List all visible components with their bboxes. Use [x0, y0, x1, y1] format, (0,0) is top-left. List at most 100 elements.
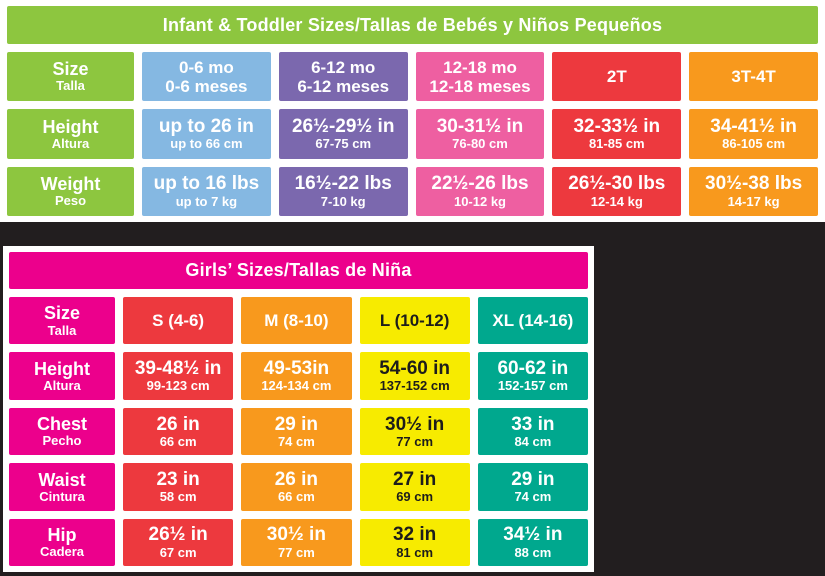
row-label-subtext: Altura	[51, 135, 90, 151]
cell-main: 23 in	[156, 468, 200, 490]
cell-main: 30½ in	[266, 524, 326, 546]
girls-cell-size-xl: XL (14-16)	[477, 297, 588, 345]
cell-sub: up to 66 cm	[170, 136, 243, 152]
girls-cell-size-l: L (10-12)	[359, 297, 470, 345]
infant-cell-size-6-12mo: 6-12 mo 6-12 meses	[278, 52, 408, 102]
cell-sub: 137-152 cm	[379, 378, 450, 394]
cell-sub: 69 cm	[396, 489, 434, 505]
row-label-text: Size	[43, 303, 81, 324]
cell-sub: 66 cm	[159, 433, 197, 449]
cell-sub: 66 cm	[277, 489, 315, 505]
cell-sub: 0-6 meses	[165, 76, 248, 96]
infant-cell-weight-6-12mo: 16½-22 lbs 7-10 kg	[278, 166, 408, 216]
cell-main: 26½-29½ in	[291, 116, 395, 138]
infant-cell-weight-0-6mo: up to 16 lbs up to 7 kg	[142, 166, 271, 216]
cell-main: 32-33½ in	[573, 116, 661, 138]
infant-cell-height-6-12mo: 26½-29½ in 67-75 cm	[278, 109, 408, 159]
cell-sub: 10-12 kg	[453, 193, 507, 209]
cell-main: 26 in	[156, 413, 200, 435]
infant-cell-height-2t: 32-33½ in 81-85 cm	[552, 109, 682, 159]
cell-main: 27 in	[392, 468, 437, 490]
cell-sub: 12-14 kg	[590, 193, 643, 209]
infant-cell-size-2t: 2T	[552, 52, 682, 102]
cell-main: 60-62 in	[497, 358, 569, 380]
cell-main: 30½-38 lbs	[705, 173, 803, 195]
girls-cell-hip-xl: 34½ in 88 cm	[477, 518, 588, 566]
row-label-subtext: Cintura	[39, 488, 85, 504]
cell-sub: 77 cm	[277, 544, 315, 560]
cell-main: M (8-10)	[264, 311, 329, 331]
infant-cell-height-12-18mo: 30-31½ in 76-80 cm	[415, 109, 545, 159]
girls-cell-chest-s: 26 in 66 cm	[123, 407, 234, 456]
infant-cell-height-0-6mo: up to 26 in up to 66 cm	[142, 109, 271, 159]
infant-cell-weight-12-18mo: 22½-26 lbs 10-12 kg	[415, 166, 545, 216]
cell-sub: 12-18 meses	[429, 76, 531, 96]
infant-cell-weight-3t-4t: 30½-38 lbs 14-17 kg	[689, 166, 818, 216]
cell-main: 34-41½ in	[710, 116, 797, 138]
infant-row-label-weight: Weight Peso	[7, 166, 134, 216]
girls-cell-waist-m: 26 in 66 cm	[241, 463, 352, 511]
cell-main: up to 16 lbs	[153, 173, 260, 195]
row-label-text: Height	[34, 358, 90, 379]
cell-main: 22½-26 lbs	[431, 173, 529, 195]
girls-row-label-chest: Chest Pecho	[9, 407, 115, 456]
girls-cell-height-xl: 60-62 in 152-157 cm	[477, 352, 588, 400]
row-label-text: Size	[52, 59, 89, 80]
cell-sub: 74 cm	[277, 433, 315, 449]
infant-row-label-size: Size Talla	[7, 52, 134, 102]
infant-cell-size-3t-4t: 3T-4T	[689, 52, 818, 102]
girls-row-label-height: Height Altura	[9, 352, 115, 400]
cell-main: 0-6 mo	[179, 57, 234, 77]
cell-main: 29 in	[511, 468, 555, 490]
girls-cell-height-m: 49-53in 124-134 cm	[241, 352, 352, 400]
row-label-text: Height	[42, 116, 99, 137]
girls-cell-height-s: 39-48½ in 99-123 cm	[123, 352, 234, 400]
cell-main: 16½-22 lbs	[294, 173, 392, 195]
cell-sub: 14-17 kg	[727, 193, 780, 209]
cell-main: 32 in	[392, 524, 437, 546]
cell-main: 26½ in	[148, 524, 208, 546]
cell-main: 39-48½ in	[134, 358, 222, 380]
cell-sub: 67 cm	[159, 544, 197, 560]
girls-cell-waist-l: 27 in 69 cm	[359, 463, 470, 511]
girls-row-label-hip: Hip Cadera	[9, 518, 115, 566]
girls-cell-waist-xl: 29 in 74 cm	[477, 463, 588, 511]
cell-sub: 74 cm	[514, 489, 552, 505]
infant-cell-size-0-6mo: 0-6 mo 0-6 meses	[142, 52, 271, 102]
row-label-subtext: Cadera	[39, 544, 85, 560]
cell-main: 33 in	[511, 413, 555, 435]
girls-cell-size-m: M (8-10)	[241, 297, 352, 345]
cell-sub: 88 cm	[514, 544, 552, 560]
cell-main: 49-53in	[263, 358, 330, 380]
row-label-subtext: Talla	[56, 78, 85, 94]
cell-main: 2T	[606, 67, 627, 87]
row-label-text: Waist	[38, 469, 86, 490]
cell-sub: 58 cm	[159, 489, 197, 505]
cell-sub: 124-134 cm	[261, 378, 332, 394]
cell-main: 12-18 mo	[443, 57, 517, 77]
cell-sub: 81 cm	[396, 544, 434, 560]
girls-row-label-waist: Waist Cintura	[9, 463, 115, 511]
infant-cell-size-12-18mo: 12-18 mo 12-18 meses	[415, 52, 545, 102]
girls-cell-hip-l: 32 in 81 cm	[359, 518, 470, 566]
cell-main: 6-12 mo	[311, 57, 376, 77]
girls-table-title: Girls’ Sizes/Tallas de Niña	[9, 252, 588, 289]
cell-main: up to 26 in	[158, 116, 254, 138]
girls-cell-chest-l: 30½ in 77 cm	[359, 407, 470, 456]
girls-cell-chest-xl: 33 in 84 cm	[477, 407, 588, 456]
cell-main: 26½-30 lbs	[568, 173, 666, 195]
girls-cell-hip-s: 26½ in 67 cm	[123, 518, 234, 566]
cell-main: 29 in	[274, 413, 319, 435]
cell-main: 34½ in	[503, 524, 563, 546]
cell-sub: 152-157 cm	[497, 378, 568, 394]
cell-sub: 84 cm	[514, 433, 552, 449]
row-label-subtext: Pecho	[42, 433, 82, 449]
girls-size-table: Girls’ Sizes/Tallas de Niña Size Talla S…	[3, 246, 594, 572]
infant-toddler-size-table: Infant & Toddler Sizes/Tallas de Bebés y…	[0, 0, 825, 222]
cell-sub: 67-75 cm	[315, 136, 372, 152]
cell-sub: 6-12 meses	[297, 76, 390, 96]
girls-cell-size-s: S (4-6)	[123, 297, 234, 345]
cell-main: 30-31½ in	[436, 116, 524, 138]
cell-main: S (4-6)	[152, 311, 205, 331]
infant-row-label-height: Height Altura	[7, 109, 134, 159]
